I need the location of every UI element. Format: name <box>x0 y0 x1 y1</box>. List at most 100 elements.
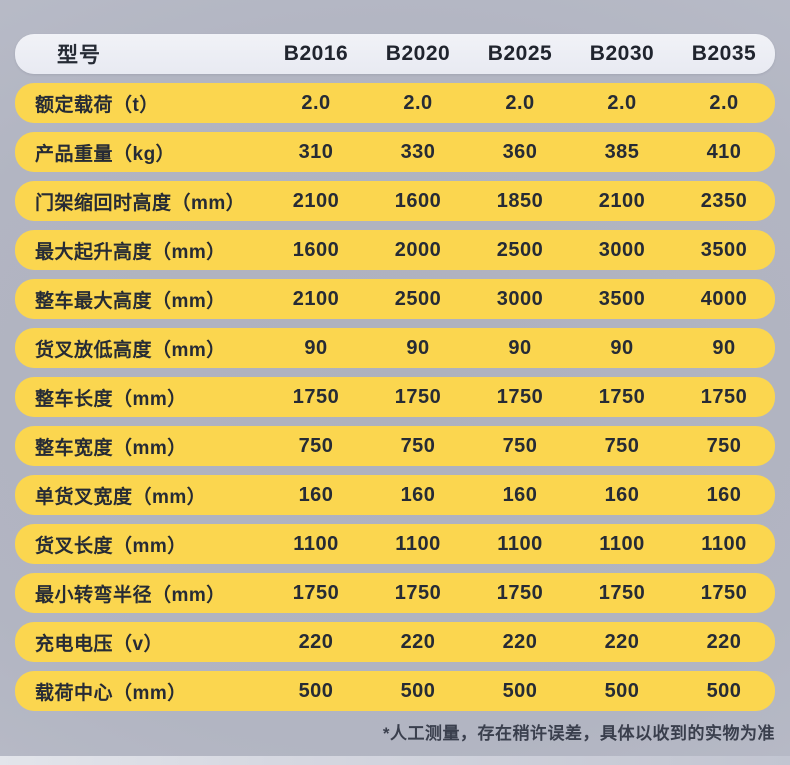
row-value: 160 <box>604 483 640 506</box>
table-row: 门架缩回时高度（mm） 2100 1600 1850 2100 2350 <box>15 181 775 221</box>
bottom-highlight-band <box>0 756 790 765</box>
row-value: 750 <box>706 434 742 457</box>
row-value: 1100 <box>293 532 339 555</box>
row-value: 750 <box>604 434 640 457</box>
row-value: 330 <box>400 140 436 163</box>
row-value: 500 <box>604 679 640 702</box>
row-value: 750 <box>502 434 538 457</box>
row-value: 90 <box>304 336 328 359</box>
row-value: 2350 <box>700 189 748 212</box>
table-row: 货叉长度（mm） 1100 1100 1100 1100 1100 <box>15 524 775 564</box>
row-value: 500 <box>400 679 436 702</box>
row-value: 90 <box>712 336 736 359</box>
row-label: 载荷中心（mm） <box>35 682 187 704</box>
row-value: 1100 <box>599 532 645 555</box>
row-label: 门架缩回时高度（mm） <box>35 192 246 214</box>
footnote: *人工测量，存在稍许误差，具体以收到的实物为准 <box>382 724 775 743</box>
row-value: 360 <box>502 140 538 163</box>
row-label: 整车长度（mm） <box>35 388 187 410</box>
row-value: 90 <box>508 336 532 359</box>
row-value: 1750 <box>700 385 748 408</box>
row-value: 500 <box>298 679 334 702</box>
row-value: 2100 <box>292 287 340 310</box>
row-value: 500 <box>502 679 538 702</box>
row-value: 160 <box>298 483 334 506</box>
row-value: 1750 <box>598 385 646 408</box>
row-value: 1600 <box>292 238 340 261</box>
row-label: 货叉放低高度（mm） <box>35 339 226 361</box>
row-value: 2500 <box>394 287 442 310</box>
row-value: 1750 <box>496 385 544 408</box>
row-value: 2100 <box>292 189 340 212</box>
table-row: 整车宽度（mm） 750 750 750 750 750 <box>15 426 775 466</box>
row-value: 3000 <box>496 287 544 310</box>
row-value: 220 <box>604 630 640 653</box>
table-row: 最小转弯半径（mm） 1750 1750 1750 1750 1750 <box>15 573 775 613</box>
row-label: 整车宽度（mm） <box>35 437 187 459</box>
row-label: 货叉长度（mm） <box>35 535 187 557</box>
row-value: 4000 <box>700 287 748 310</box>
table-row: 整车长度（mm） 1750 1750 1750 1750 1750 <box>15 377 775 417</box>
table-row: 产品重量（kg） 310 330 360 385 410 <box>15 132 775 172</box>
table-row: 整车最大高度（mm） 2100 2500 3000 3500 4000 <box>15 279 775 319</box>
row-value: 2.0 <box>709 91 739 114</box>
header-model-b2016: B2016 <box>283 42 349 65</box>
row-value: 2100 <box>598 189 646 212</box>
row-value: 310 <box>298 140 334 163</box>
row-value: 3000 <box>598 238 646 261</box>
row-value: 220 <box>502 630 538 653</box>
row-value: 2.0 <box>403 91 433 114</box>
row-value: 2000 <box>394 238 442 261</box>
row-value: 1750 <box>292 581 340 604</box>
row-value: 220 <box>400 630 436 653</box>
row-value: 385 <box>604 140 640 163</box>
row-value: 1850 <box>496 189 544 212</box>
row-label: 充电电压（v） <box>35 633 164 655</box>
table-header-row: 型号 B2016 B2020 B2025 B2030 B2035 <box>15 34 775 74</box>
row-value: 1100 <box>701 532 747 555</box>
row-value: 1750 <box>598 581 646 604</box>
row-label: 额定载荷（t） <box>35 94 159 116</box>
row-value: 1750 <box>700 581 748 604</box>
table-row: 单货叉宽度（mm） 160 160 160 160 160 <box>15 475 775 515</box>
row-value: 160 <box>400 483 436 506</box>
row-value: 160 <box>706 483 742 506</box>
row-value: 160 <box>502 483 538 506</box>
table-row: 充电电压（v） 220 220 220 220 220 <box>15 622 775 662</box>
row-label: 单货叉宽度（mm） <box>35 486 207 508</box>
row-label: 最小转弯半径（mm） <box>35 584 226 606</box>
row-value: 2.0 <box>301 91 331 114</box>
row-value: 1100 <box>497 532 543 555</box>
row-value: 3500 <box>598 287 646 310</box>
row-value: 220 <box>706 630 742 653</box>
row-value: 90 <box>610 336 634 359</box>
row-value: 500 <box>706 679 742 702</box>
row-label: 产品重量（kg） <box>35 143 176 165</box>
row-label: 最大起升高度（mm） <box>35 241 226 263</box>
row-value: 410 <box>706 140 742 163</box>
row-value: 750 <box>298 434 334 457</box>
row-value: 1750 <box>496 581 544 604</box>
row-value: 2500 <box>496 238 544 261</box>
header-model-label: 型号 <box>57 44 101 67</box>
header-model-b2035: B2035 <box>691 42 757 65</box>
row-value: 750 <box>400 434 436 457</box>
spec-table: 型号 B2016 B2020 B2025 B2030 B2035 额定载荷（t）… <box>15 34 775 720</box>
row-value: 1750 <box>292 385 340 408</box>
row-value: 1750 <box>394 581 442 604</box>
row-value: 2.0 <box>607 91 637 114</box>
header-model-b2020: B2020 <box>385 42 451 65</box>
row-label: 整车最大高度（mm） <box>35 290 226 312</box>
row-value: 90 <box>406 336 430 359</box>
table-row: 载荷中心（mm） 500 500 500 500 500 <box>15 671 775 711</box>
header-model-b2025: B2025 <box>487 42 553 65</box>
row-value: 1100 <box>395 532 441 555</box>
row-value: 3500 <box>700 238 748 261</box>
table-body: 额定载荷（t） 2.0 2.0 2.0 2.0 2.0 产品重量（kg） 310 330 360 3… <box>15 83 775 711</box>
table-row: 额定载荷（t） 2.0 2.0 2.0 2.0 2.0 <box>15 83 775 123</box>
row-value: 1750 <box>394 385 442 408</box>
row-value: 1600 <box>394 189 442 212</box>
header-model-b2030: B2030 <box>589 42 655 65</box>
row-value: 2.0 <box>505 91 535 114</box>
